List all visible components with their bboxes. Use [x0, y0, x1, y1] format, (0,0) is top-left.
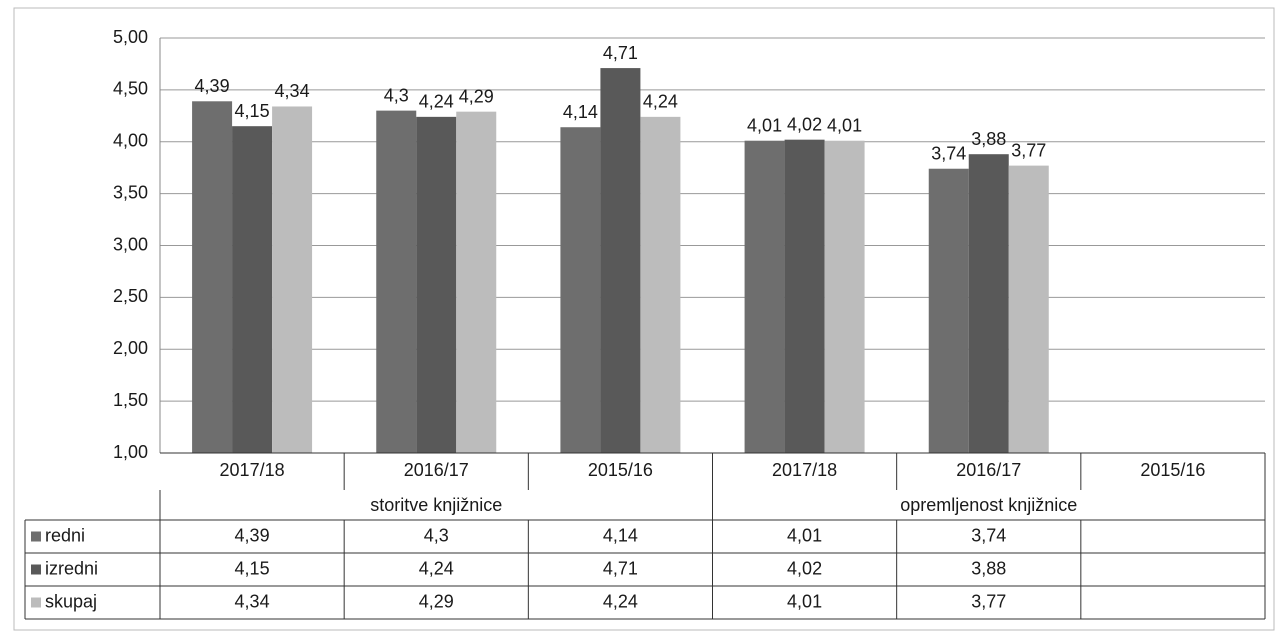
y-tick-label: 1,50 [113, 390, 148, 410]
data-label: 4,01 [747, 115, 782, 135]
data-label: 4,29 [459, 86, 494, 106]
bar [600, 68, 641, 454]
table-cell: 4,29 [419, 591, 454, 611]
y-tick-label: 1,00 [113, 442, 148, 462]
bar [416, 116, 457, 453]
data-label: 3,77 [1011, 140, 1046, 160]
bar [192, 101, 233, 453]
y-tick-label: 4,50 [113, 79, 148, 99]
bar [376, 110, 417, 453]
x-tick-label: 2017/18 [220, 460, 285, 480]
legend-swatch [31, 531, 41, 542]
bar [928, 168, 969, 453]
data-label: 4,24 [419, 92, 454, 112]
data-label: 4,34 [275, 81, 310, 101]
data-label: 4,39 [195, 76, 230, 96]
legend-label: izredni [45, 558, 98, 578]
table-cell: 3,88 [971, 558, 1006, 578]
table-cell: 4,24 [419, 558, 454, 578]
y-tick-label: 2,50 [113, 286, 148, 306]
x-tick-label: 2015/16 [1140, 460, 1205, 480]
data-label: 4,02 [787, 114, 822, 134]
bar [824, 140, 865, 453]
bar [1008, 165, 1049, 454]
y-tick-label: 2,00 [113, 338, 148, 358]
group-label: opremljenost knjižnice [900, 495, 1077, 515]
legend-label: skupaj [45, 591, 97, 611]
y-tick-label: 4,00 [113, 131, 148, 151]
table-cell: 4,3 [424, 525, 449, 545]
data-label: 4,01 [827, 115, 862, 135]
data-label: 3,74 [931, 143, 966, 163]
table-cell: 4,02 [787, 558, 822, 578]
data-label: 4,15 [235, 101, 270, 121]
group-label: storitve knjižnice [370, 495, 502, 515]
x-tick-label: 2017/18 [772, 460, 837, 480]
bar [744, 140, 785, 453]
table-cell: 4,14 [603, 525, 638, 545]
data-label: 4,3 [384, 85, 409, 105]
data-label: 4,24 [643, 92, 678, 112]
table-cell: 4,71 [603, 558, 638, 578]
bar [784, 139, 825, 454]
table-cell: 4,01 [787, 591, 822, 611]
bar [272, 106, 313, 453]
data-label: 3,88 [971, 129, 1006, 149]
table-cell: 3,77 [971, 591, 1006, 611]
table-cell: 3,74 [971, 525, 1006, 545]
data-label: 4,14 [563, 102, 598, 122]
data-label: 4,71 [603, 43, 638, 63]
y-tick-label: 5,00 [113, 27, 148, 47]
bar [640, 116, 681, 453]
legend-swatch [31, 597, 41, 608]
bar [968, 154, 1009, 453]
bar [232, 126, 273, 453]
bar [560, 127, 601, 453]
table-cell: 4,39 [235, 525, 270, 545]
legend-label: redni [45, 525, 85, 545]
x-tick-label: 2016/17 [956, 460, 1021, 480]
table-cell: 4,01 [787, 525, 822, 545]
bar [456, 111, 497, 453]
y-tick-label: 3,00 [113, 234, 148, 254]
chart-border [13, 7, 1275, 631]
table-cell: 4,24 [603, 591, 638, 611]
y-tick-label: 3,50 [113, 182, 148, 202]
table-cell: 4,15 [235, 558, 270, 578]
x-tick-label: 2016/17 [404, 460, 469, 480]
x-tick-label: 2015/16 [588, 460, 653, 480]
table-cell: 4,34 [235, 591, 270, 611]
legend-swatch [31, 564, 41, 575]
